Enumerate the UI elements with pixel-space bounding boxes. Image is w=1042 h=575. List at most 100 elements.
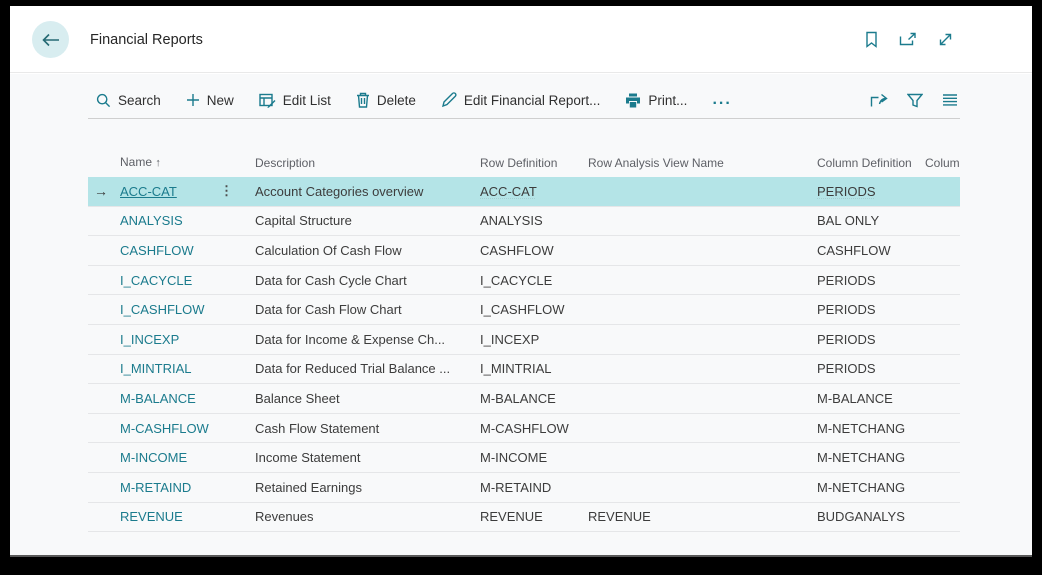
description-cell: Calculation Of Cash Flow [255, 242, 402, 258]
share-icon[interactable] [870, 93, 888, 108]
column-definition-cell: BUDGANALYS [817, 509, 905, 525]
financial-reports-table: Name ↑ Description Row Definition Row An… [88, 120, 960, 533]
description-cell: Retained Earnings [255, 479, 362, 495]
expand-icon[interactable] [937, 31, 954, 48]
row-definition-cell: ANALYSIS [480, 213, 543, 229]
table-row[interactable]: CASHFLOW Calculation Of Cash Flow CASHFLOW… [88, 236, 960, 266]
edit-list-button[interactable]: Edit List [259, 93, 331, 108]
description-cell: Data for Income & Expense Ch... [255, 331, 446, 347]
table-row[interactable]: I_INCEXP Data for Income & Expense Ch... I… [88, 325, 960, 355]
plus-icon [186, 93, 200, 107]
action-toolbar: Search New Edit List Delete [88, 82, 960, 119]
row-definition-cell: M-CASHFLOW [480, 420, 569, 436]
column-header-description[interactable]: Description [255, 156, 316, 170]
report-name-link[interactable]: M-INCOME [120, 450, 188, 466]
description-cell: Data for Cash Flow Chart [255, 302, 402, 318]
bookmark-icon[interactable] [864, 31, 879, 48]
report-name-link[interactable]: I_CACYCLE [120, 272, 193, 288]
open-in-new-window-icon[interactable] [899, 32, 917, 48]
description-cell: Cash Flow Statement [255, 420, 380, 436]
report-name-link[interactable]: I_MINTRIAL [120, 361, 192, 377]
report-name-link[interactable]: M-RETAIND [120, 479, 192, 495]
table-row[interactable]: REVENUE Revenues REVENUE REVENUE BUDGANALYS [88, 503, 960, 533]
row-definition-cell: CASHFLOW [480, 242, 554, 258]
delete-button[interactable]: Delete [356, 92, 416, 108]
column-header-row-definition[interactable]: Row Definition [480, 156, 558, 170]
table-body: → ACC-CAT ⋮ Account Categories overview ACC-… [88, 177, 960, 533]
row-definition-cell: M-INCOME [480, 450, 548, 466]
more-options-button[interactable]: ... [712, 91, 732, 108]
edit-financial-report-button[interactable]: Edit Financial Report... [441, 92, 600, 108]
page-title: Financial Reports [90, 31, 203, 48]
column-definition-cell: PERIODS [817, 272, 876, 288]
column-header-column-definition[interactable]: Column Definition [817, 156, 912, 170]
report-name-link[interactable]: M-CASHFLOW [120, 420, 209, 436]
description-cell: Data for Cash Cycle Chart [255, 272, 407, 288]
arrow-left-icon [41, 32, 61, 48]
row-definition-cell: I_MINTRIAL [480, 361, 552, 377]
report-name-link[interactable]: I_CASHFLOW [120, 302, 205, 318]
toolbar-right-actions [870, 93, 960, 108]
filter-icon[interactable] [907, 93, 923, 108]
column-definition-cell: M-NETCHANG [817, 479, 906, 495]
print-button[interactable]: Print... [625, 93, 687, 108]
more-options-icon: ... [712, 91, 732, 108]
row-definition-cell: I_INCEXP [480, 331, 540, 347]
report-name-link[interactable]: ACC-CAT ⋮ [120, 183, 255, 199]
selected-row-arrow: → [94, 183, 108, 200]
row-definition-cell: M-RETAIND [480, 479, 552, 495]
table-row[interactable]: M-RETAIND Retained Earnings M-RETAIND M-NET… [88, 473, 960, 503]
report-name-link[interactable]: M-BALANCE [120, 390, 196, 406]
report-name-link[interactable]: CASHFLOW [120, 242, 194, 258]
description-cell: Account Categories overview [255, 183, 424, 199]
table-row[interactable]: M-INCOME Income Statement M-INCOME M-NETCHA… [88, 443, 960, 473]
table-row[interactable]: M-BALANCE Balance Sheet M-BALANCE M-BALANCE [88, 384, 960, 414]
description-cell: Capital Structure [255, 213, 352, 229]
choose-columns-icon[interactable] [942, 93, 958, 107]
column-definition-cell: M-NETCHANG [817, 450, 906, 466]
column-definition-cell: BAL ONLY [817, 213, 880, 229]
financial-reports-window: Financial Reports Search [10, 6, 1032, 555]
description-cell: Income Statement [255, 450, 361, 466]
search-icon [96, 93, 111, 108]
column-definition-cell: PERIODS [817, 361, 876, 377]
table-row[interactable]: → ACC-CAT ⋮ Account Categories overview ACC-… [88, 177, 960, 207]
column-definition-cell: PERIODS [817, 302, 876, 318]
description-cell: Data for Reduced Trial Balance ... [255, 361, 451, 377]
table-row[interactable]: ANALYSIS Capital Structure ANALYSIS BAL ONL… [88, 207, 960, 237]
back-button[interactable] [32, 21, 69, 58]
row-definition-cell: I_CACYCLE [480, 272, 553, 288]
delete-icon [356, 92, 370, 108]
column-definition-cell: M-BALANCE [817, 390, 893, 406]
column-header-column-truncated[interactable]: Colum [925, 156, 960, 170]
window-actions [864, 6, 954, 73]
description-cell: Revenues [255, 509, 314, 525]
sort-ascending-icon: ↑ [155, 157, 161, 169]
print-icon [625, 93, 641, 108]
column-header-name[interactable]: Name ↑ [120, 155, 161, 169]
table-header-row: Name ↑ Description Row Definition Row An… [88, 120, 960, 177]
description-cell: Balance Sheet [255, 390, 340, 406]
new-button[interactable]: New [186, 93, 234, 108]
column-definition-cell: M-NETCHANG [817, 420, 906, 436]
report-name-link[interactable]: I_INCEXP [120, 331, 180, 347]
table-row[interactable]: I_CACYCLE Data for Cash Cycle Chart I_CACY… [88, 266, 960, 296]
table-row[interactable]: I_MINTRIAL Data for Reduced Trial Balance… [88, 355, 960, 385]
report-name-link[interactable]: ANALYSIS [120, 213, 183, 229]
search-button[interactable]: Search [96, 93, 161, 108]
row-options-icon[interactable]: ⋮ [220, 183, 233, 199]
table-row[interactable]: M-CASHFLOW Cash Flow Statement M-CASHFLOW M… [88, 414, 960, 444]
column-definition-cell[interactable]: PERIODS [817, 183, 876, 199]
row-definition-cell: I_CASHFLOW [480, 302, 565, 318]
table-row[interactable]: I_CASHFLOW Data for Cash Flow Chart I_CASH… [88, 295, 960, 325]
edit-list-icon [259, 93, 276, 108]
column-definition-cell: CASHFLOW [817, 242, 891, 258]
title-bar: Financial Reports [10, 6, 1032, 73]
list-page-content: Search New Edit List Delete [10, 74, 1032, 555]
row-definition-cell[interactable]: ACC-CAT [480, 183, 537, 199]
row-definition-cell: REVENUE [480, 509, 543, 525]
row-analysis-view-name-cell: REVENUE [588, 509, 651, 525]
column-header-row-analysis-view-name[interactable]: Row Analysis View Name [588, 156, 724, 170]
report-name-link[interactable]: REVENUE [120, 509, 183, 525]
edit-icon [441, 92, 457, 108]
